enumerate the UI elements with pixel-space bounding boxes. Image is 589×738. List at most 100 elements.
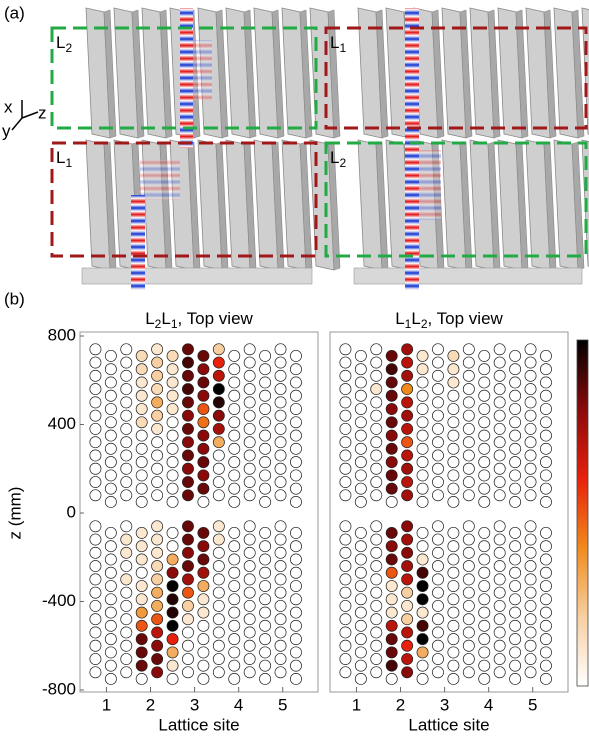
site-intensity xyxy=(244,450,255,461)
y-tick-label: 800 xyxy=(48,325,76,344)
site-intensity xyxy=(290,660,301,671)
site-intensity xyxy=(371,587,382,598)
site-intensity xyxy=(105,541,116,552)
y-tick-label: 0 xyxy=(67,502,76,521)
site-intensity xyxy=(290,364,301,375)
site-intensity xyxy=(371,490,382,501)
site-intensity xyxy=(340,410,351,421)
site-intensity xyxy=(448,390,459,401)
site-intensity xyxy=(479,554,490,565)
site-intensity xyxy=(275,534,286,545)
site-intensity xyxy=(371,534,382,545)
site-intensity xyxy=(417,634,428,645)
site-intensity xyxy=(244,627,255,638)
site-intensity xyxy=(479,673,490,684)
site-intensity xyxy=(105,443,116,454)
site-intensity xyxy=(182,437,193,448)
site-intensity xyxy=(290,554,301,565)
site-intensity xyxy=(386,567,397,578)
x-tick-label: 4 xyxy=(234,695,243,714)
site-intensity xyxy=(213,490,224,501)
site-intensity xyxy=(136,673,147,684)
site-intensity xyxy=(402,614,413,625)
site-intensity xyxy=(432,653,443,664)
site-intensity xyxy=(152,423,163,434)
site-intensity xyxy=(90,640,101,651)
site-intensity xyxy=(355,417,366,428)
site-intensity xyxy=(479,430,490,441)
site-intensity xyxy=(540,660,551,671)
site-intensity xyxy=(152,450,163,461)
site-intensity xyxy=(105,457,116,468)
site-intensity xyxy=(371,384,382,395)
site-intensity xyxy=(213,410,224,421)
site-intensity xyxy=(371,397,382,408)
site-intensity xyxy=(260,430,271,441)
site-intensity xyxy=(229,660,240,671)
site-intensity xyxy=(525,561,536,572)
site-intensity xyxy=(525,384,536,395)
site-intensity xyxy=(432,423,443,434)
site-intensity xyxy=(244,653,255,664)
site-intensity xyxy=(90,344,101,355)
site-intensity xyxy=(371,463,382,474)
site-intensity xyxy=(494,450,505,461)
site-intensity xyxy=(432,627,443,638)
site-intensity xyxy=(402,640,413,651)
site-intensity xyxy=(136,567,147,578)
site-intensity xyxy=(90,521,101,532)
site-intensity xyxy=(463,667,474,678)
site-intensity xyxy=(105,607,116,618)
site-intensity xyxy=(432,437,443,448)
site-intensity xyxy=(275,357,286,368)
site-intensity xyxy=(510,350,521,361)
site-intensity xyxy=(463,357,474,368)
site-intensity xyxy=(290,350,301,361)
site-intensity xyxy=(213,640,224,651)
site-intensity xyxy=(136,403,147,414)
site-intensity xyxy=(355,580,366,591)
site-intensity xyxy=(494,587,505,598)
site-intensity xyxy=(402,561,413,572)
site-intensity xyxy=(105,673,116,684)
site-intensity xyxy=(525,463,536,474)
site-intensity xyxy=(121,587,132,598)
site-intensity xyxy=(494,534,505,545)
site-intensity xyxy=(244,640,255,651)
site-intensity xyxy=(386,620,397,631)
site-intensity xyxy=(494,490,505,501)
site-intensity xyxy=(448,377,459,388)
site-intensity xyxy=(386,403,397,414)
site-intensity xyxy=(463,370,474,381)
site-intensity xyxy=(448,417,459,428)
site-intensity xyxy=(290,594,301,605)
site-intensity xyxy=(417,443,428,454)
site-intensity xyxy=(260,580,271,591)
site-intensity xyxy=(229,673,240,684)
site-intensity xyxy=(167,470,178,481)
site-intensity xyxy=(371,410,382,421)
site-intensity xyxy=(152,521,163,532)
axis-arrow xyxy=(22,112,38,118)
site-intensity xyxy=(448,527,459,538)
site-intensity xyxy=(275,490,286,501)
site-intensity xyxy=(182,561,193,572)
site-intensity xyxy=(260,567,271,578)
site-intensity xyxy=(402,600,413,611)
site-intensity xyxy=(340,534,351,545)
chart-title: L1L2, Top view xyxy=(395,309,503,331)
site-intensity xyxy=(371,344,382,355)
site-intensity xyxy=(167,567,178,578)
site-intensity xyxy=(432,614,443,625)
site-intensity xyxy=(213,463,224,474)
panel-label: (a) xyxy=(4,3,25,22)
site-intensity xyxy=(432,534,443,545)
site-intensity xyxy=(479,390,490,401)
site-intensity xyxy=(260,417,271,428)
site-intensity xyxy=(152,463,163,474)
site-intensity xyxy=(510,554,521,565)
site-intensity xyxy=(290,673,301,684)
site-intensity xyxy=(105,430,116,441)
site-intensity xyxy=(340,450,351,461)
site-intensity xyxy=(463,561,474,572)
